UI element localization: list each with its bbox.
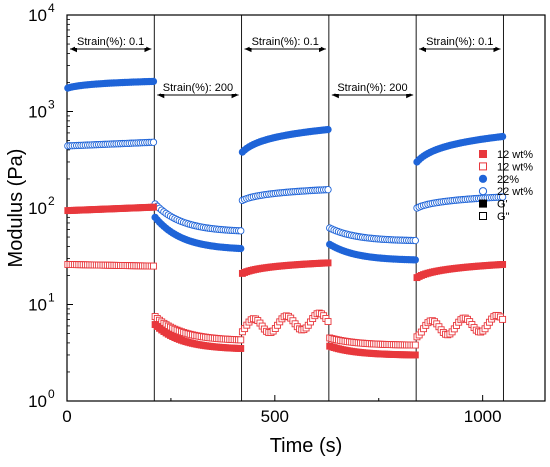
data-point (498, 193, 507, 201)
data-point (237, 244, 245, 253)
data-point (324, 318, 332, 325)
strain-annotation-label: Strain(%): 0.1 (426, 36, 493, 48)
data-point (150, 203, 157, 211)
data-point (149, 77, 158, 86)
y-tick-exponent: 1 (48, 291, 55, 305)
legend-label: G" (497, 211, 510, 223)
data-point (499, 261, 507, 268)
data-point (149, 138, 158, 146)
legend-marker (479, 150, 487, 158)
y-tick-label: 10 (28, 199, 47, 218)
data-point (411, 351, 419, 359)
x-tick-label: 500 (261, 407, 289, 426)
data-point (237, 336, 245, 344)
strain-annotation-label: Strain(%): 0.1 (252, 36, 319, 48)
x-tick-label: 0 (62, 407, 71, 426)
annotation-label-bg (75, 36, 147, 48)
annotation-label-bg (160, 82, 236, 94)
y-tick-exponent: 3 (48, 98, 55, 112)
y-tick-exponent: 4 (48, 1, 55, 15)
y-tick-label: 10 (28, 6, 47, 25)
data-point (324, 185, 332, 194)
data-point (324, 259, 332, 267)
x-tick-label: 1000 (464, 407, 502, 426)
y-tick-label: 10 (28, 103, 47, 122)
annotation-label-bg (335, 82, 410, 94)
legend-marker (478, 187, 488, 196)
legend-label: 22% (497, 174, 519, 186)
y-tick-label: 10 (28, 392, 47, 411)
annotation-label-bg (424, 36, 496, 48)
y-axis-title: Modulus (Pa) (5, 149, 27, 268)
data-point (324, 125, 332, 134)
legend-marker (479, 212, 487, 220)
strain-annotation-label: Strain(%): 200 (337, 82, 407, 94)
strain-annotation-label: Strain(%): 200 (163, 82, 233, 94)
data-point (411, 236, 419, 245)
legend-marker (479, 162, 487, 171)
data-point (237, 227, 245, 235)
annotation-label-bg (249, 36, 321, 48)
y-tick-exponent: 0 (48, 387, 55, 401)
x-axis-title: Time (s) (270, 435, 343, 457)
data-point (499, 315, 507, 323)
legend-label: G' (497, 199, 508, 211)
legend-marker (479, 199, 487, 208)
data-point (411, 341, 419, 349)
legend-marker (478, 174, 488, 183)
legend-label: 12 wt% (497, 161, 533, 173)
data-point (237, 345, 245, 352)
y-tick-exponent: 2 (48, 194, 55, 208)
legend-label: 12 wt% (497, 149, 533, 161)
legend-label: 22 wt% (497, 186, 533, 198)
strain-annotation-label: Strain(%): 0.1 (77, 36, 144, 48)
y-tick-label: 10 (28, 296, 47, 315)
data-point (498, 132, 507, 141)
data-point (150, 262, 157, 270)
data-point (411, 256, 419, 264)
